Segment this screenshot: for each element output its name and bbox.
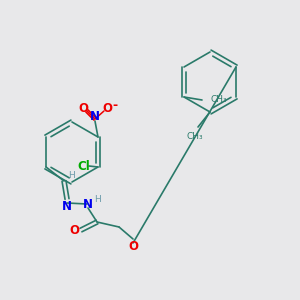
Text: N: N	[83, 199, 93, 212]
Text: N: N	[90, 110, 100, 122]
Text: O: O	[78, 103, 88, 116]
Text: -: -	[112, 98, 118, 112]
Text: H: H	[68, 172, 74, 181]
Text: O: O	[69, 224, 79, 236]
Text: O: O	[128, 239, 138, 253]
Text: CH₃: CH₃	[210, 95, 226, 104]
Text: CH₃: CH₃	[187, 132, 203, 141]
Text: N: N	[62, 200, 72, 212]
Text: Cl: Cl	[78, 160, 90, 172]
Text: H: H	[94, 194, 100, 203]
Text: O: O	[102, 103, 112, 116]
